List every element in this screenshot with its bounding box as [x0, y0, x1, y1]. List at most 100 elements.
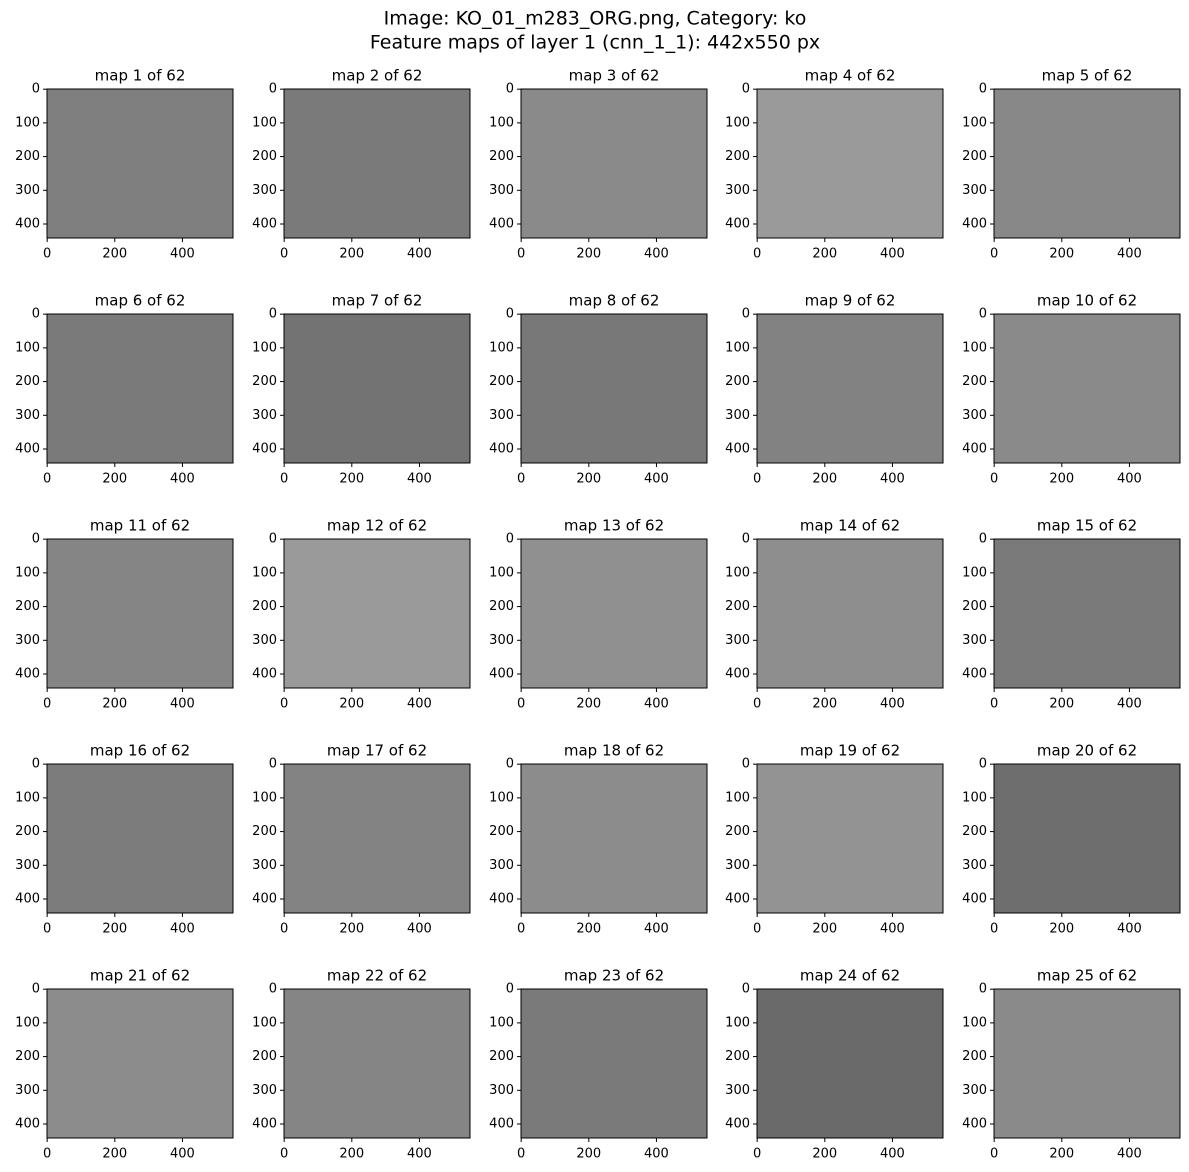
y-tick-label: 300	[962, 1083, 987, 1098]
x-tick-label: 400	[1117, 1147, 1142, 1162]
y-tick-label: 0	[979, 757, 987, 772]
y-tick-label: 200	[489, 1049, 514, 1064]
panel-title: map 7 of 62	[332, 292, 423, 310]
y-tick-label: 400	[15, 217, 40, 232]
x-tick-label: 400	[644, 247, 669, 262]
y-tick-label: 400	[252, 1117, 277, 1132]
y-tick-label: 100	[252, 340, 277, 355]
x-tick-label: 0	[990, 472, 998, 487]
x-tick-label: 400	[880, 472, 905, 487]
y-tick-label: 400	[725, 667, 750, 682]
y-tick-label: 300	[252, 408, 277, 423]
axes-frame	[520, 763, 708, 914]
panel-title: map 2 of 62	[332, 67, 423, 85]
y-tick-label: 100	[962, 790, 987, 805]
x-tick-label: 200	[812, 247, 837, 262]
y-tick-label: 0	[269, 982, 277, 997]
feature-map	[994, 989, 1180, 1138]
x-tick-label: 0	[990, 697, 998, 712]
y-tick-label: 100	[962, 340, 987, 355]
y-tick-label: 400	[962, 217, 987, 232]
y-tick-label: 400	[15, 442, 40, 457]
y-tick-label: 200	[252, 599, 277, 614]
y-tick-label: 100	[15, 565, 40, 580]
x-tick-label: 0	[990, 247, 998, 262]
y-tick-label: 300	[962, 858, 987, 873]
feature-map	[284, 89, 470, 238]
y-tick-label: 200	[252, 149, 277, 164]
axes-frame	[283, 88, 471, 239]
axes-frame	[283, 538, 471, 689]
feature-map	[994, 314, 1180, 463]
x-tick-label: 400	[644, 697, 669, 712]
y-tick-label: 100	[489, 1015, 514, 1030]
y-tick-label: 100	[489, 340, 514, 355]
y-tick-label: 300	[962, 408, 987, 423]
x-tick-label: 400	[170, 922, 195, 937]
x-tick-label: 200	[576, 247, 601, 262]
y-tick-label: 200	[962, 824, 987, 839]
feature-map	[994, 89, 1180, 238]
y-tick-label: 100	[252, 115, 277, 130]
y-tick-label: 200	[15, 599, 40, 614]
y-tick-label: 400	[15, 667, 40, 682]
axes-frame	[993, 538, 1181, 689]
feature-map	[47, 539, 233, 688]
feature-map	[757, 764, 943, 913]
x-tick-label: 0	[517, 922, 525, 937]
y-tick-label: 0	[32, 982, 40, 997]
panel-title: map 20 of 62	[1037, 742, 1137, 760]
x-tick-label: 400	[407, 1147, 432, 1162]
y-tick-label: 0	[979, 982, 987, 997]
y-tick-label: 400	[252, 217, 277, 232]
axes-frame	[756, 988, 944, 1139]
panel-title: map 18 of 62	[564, 742, 664, 760]
y-tick-label: 100	[725, 340, 750, 355]
y-tick-label: 0	[32, 82, 40, 97]
panel-title: map 13 of 62	[564, 517, 664, 535]
panel-title: map 4 of 62	[805, 67, 896, 85]
y-tick-label: 400	[252, 442, 277, 457]
y-tick-label: 0	[506, 982, 514, 997]
y-tick-label: 400	[252, 667, 277, 682]
y-tick-label: 400	[962, 892, 987, 907]
x-tick-label: 400	[407, 472, 432, 487]
y-tick-label: 100	[15, 790, 40, 805]
x-tick-label: 0	[280, 472, 288, 487]
y-tick-label: 200	[489, 149, 514, 164]
panel-title: map 19 of 62	[800, 742, 900, 760]
x-tick-label: 200	[576, 697, 601, 712]
y-tick-label: 0	[742, 532, 750, 547]
y-tick-label: 100	[489, 115, 514, 130]
axes-frame	[46, 988, 234, 1139]
y-tick-label: 300	[15, 1083, 40, 1098]
y-tick-label: 200	[725, 149, 750, 164]
y-tick-label: 300	[252, 183, 277, 198]
x-tick-label: 400	[644, 1147, 669, 1162]
axes-frame	[520, 988, 708, 1139]
x-tick-label: 200	[102, 472, 127, 487]
panel-title: map 12 of 62	[327, 517, 427, 535]
y-tick-label: 300	[252, 858, 277, 873]
x-tick-label: 0	[43, 472, 51, 487]
y-tick-label: 100	[15, 340, 40, 355]
feature-map	[757, 989, 943, 1138]
x-tick-label: 400	[1117, 922, 1142, 937]
x-tick-label: 400	[880, 247, 905, 262]
axes-frame	[520, 88, 708, 239]
x-tick-label: 0	[753, 1147, 761, 1162]
y-tick-label: 300	[489, 633, 514, 648]
y-tick-label: 400	[15, 1117, 40, 1132]
y-tick-label: 400	[489, 442, 514, 457]
y-tick-label: 200	[962, 599, 987, 614]
panel-title: map 25 of 62	[1037, 967, 1137, 985]
figure-title: Image: KO_01_m283_ORG.png, Category: ko	[384, 8, 807, 30]
y-tick-label: 400	[962, 667, 987, 682]
y-tick-label: 100	[725, 790, 750, 805]
y-tick-label: 400	[252, 892, 277, 907]
y-tick-label: 400	[725, 442, 750, 457]
y-tick-label: 100	[15, 1015, 40, 1030]
y-tick-label: 200	[252, 1049, 277, 1064]
y-tick-label: 400	[489, 667, 514, 682]
